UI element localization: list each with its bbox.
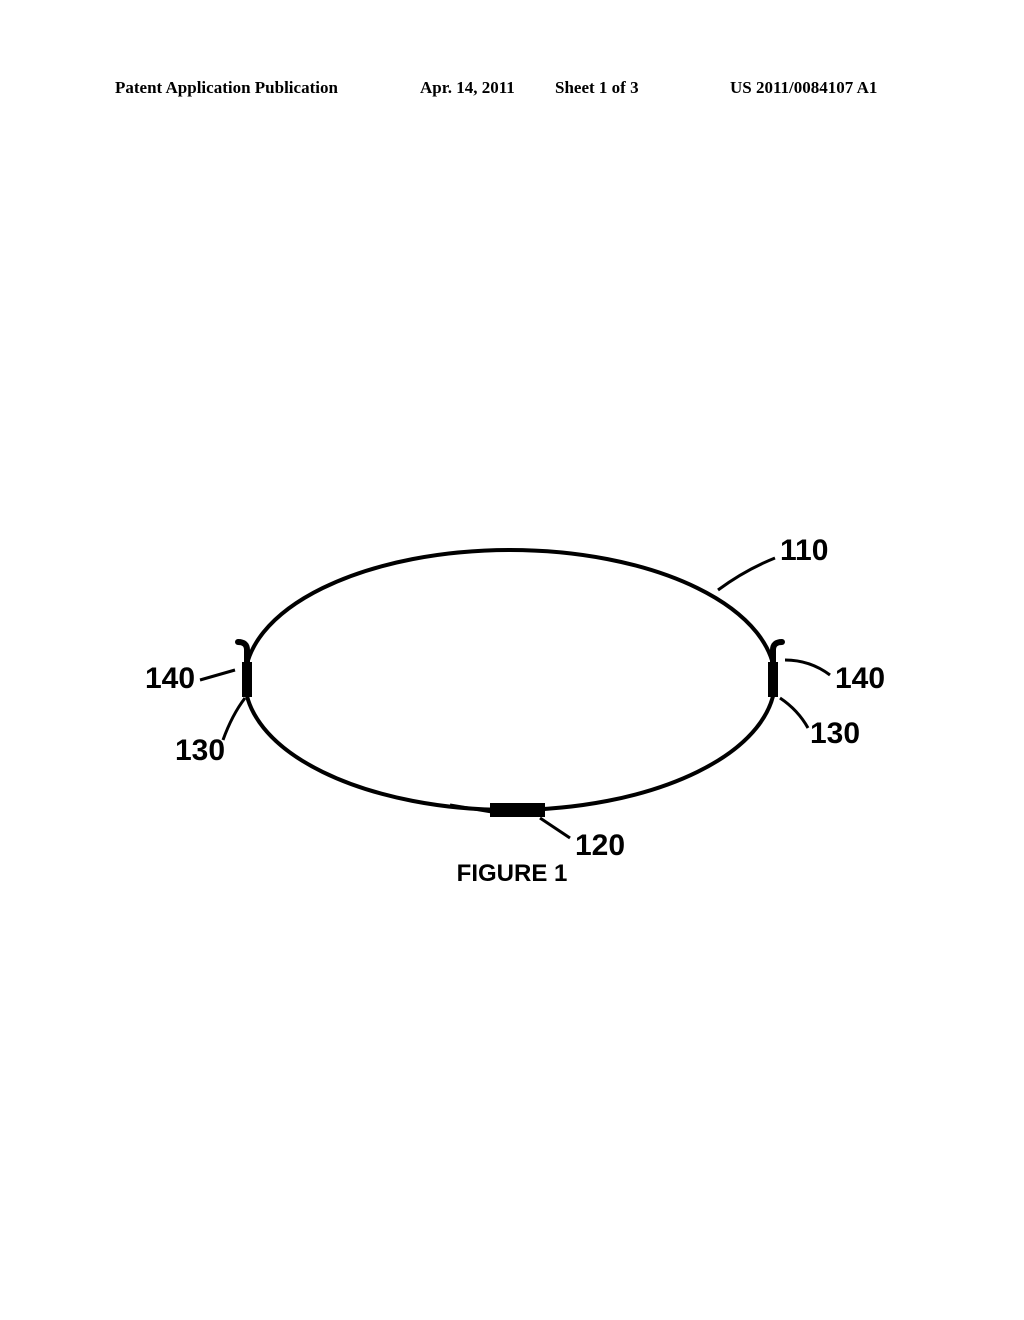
part-130-right-block bbox=[768, 662, 778, 697]
leader-130-left bbox=[223, 698, 245, 740]
figure-caption: FIGURE 1 bbox=[0, 860, 1024, 888]
part-140-right-post bbox=[773, 642, 782, 662]
leader-110 bbox=[718, 558, 775, 590]
part-140-left-post bbox=[238, 642, 247, 662]
part-130-left-block bbox=[242, 662, 252, 697]
label-130-right: 130 bbox=[810, 717, 860, 750]
label-140-left: 140 bbox=[145, 662, 195, 695]
leader-140-left bbox=[200, 670, 235, 680]
label-110: 110 bbox=[780, 534, 828, 567]
figure-1-diagram: 110 140 140 130 130 120 bbox=[0, 0, 1024, 1320]
leader-140-right bbox=[785, 660, 830, 675]
ellipse-body bbox=[245, 550, 775, 810]
label-120: 120 bbox=[575, 829, 625, 862]
leader-130-right bbox=[780, 698, 808, 728]
label-140-right: 140 bbox=[835, 662, 885, 695]
label-130-left: 130 bbox=[175, 734, 225, 767]
figure-svg: 110 140 140 130 130 120 bbox=[0, 0, 1024, 1320]
part-120-block bbox=[490, 803, 545, 817]
leader-120 bbox=[540, 818, 570, 838]
